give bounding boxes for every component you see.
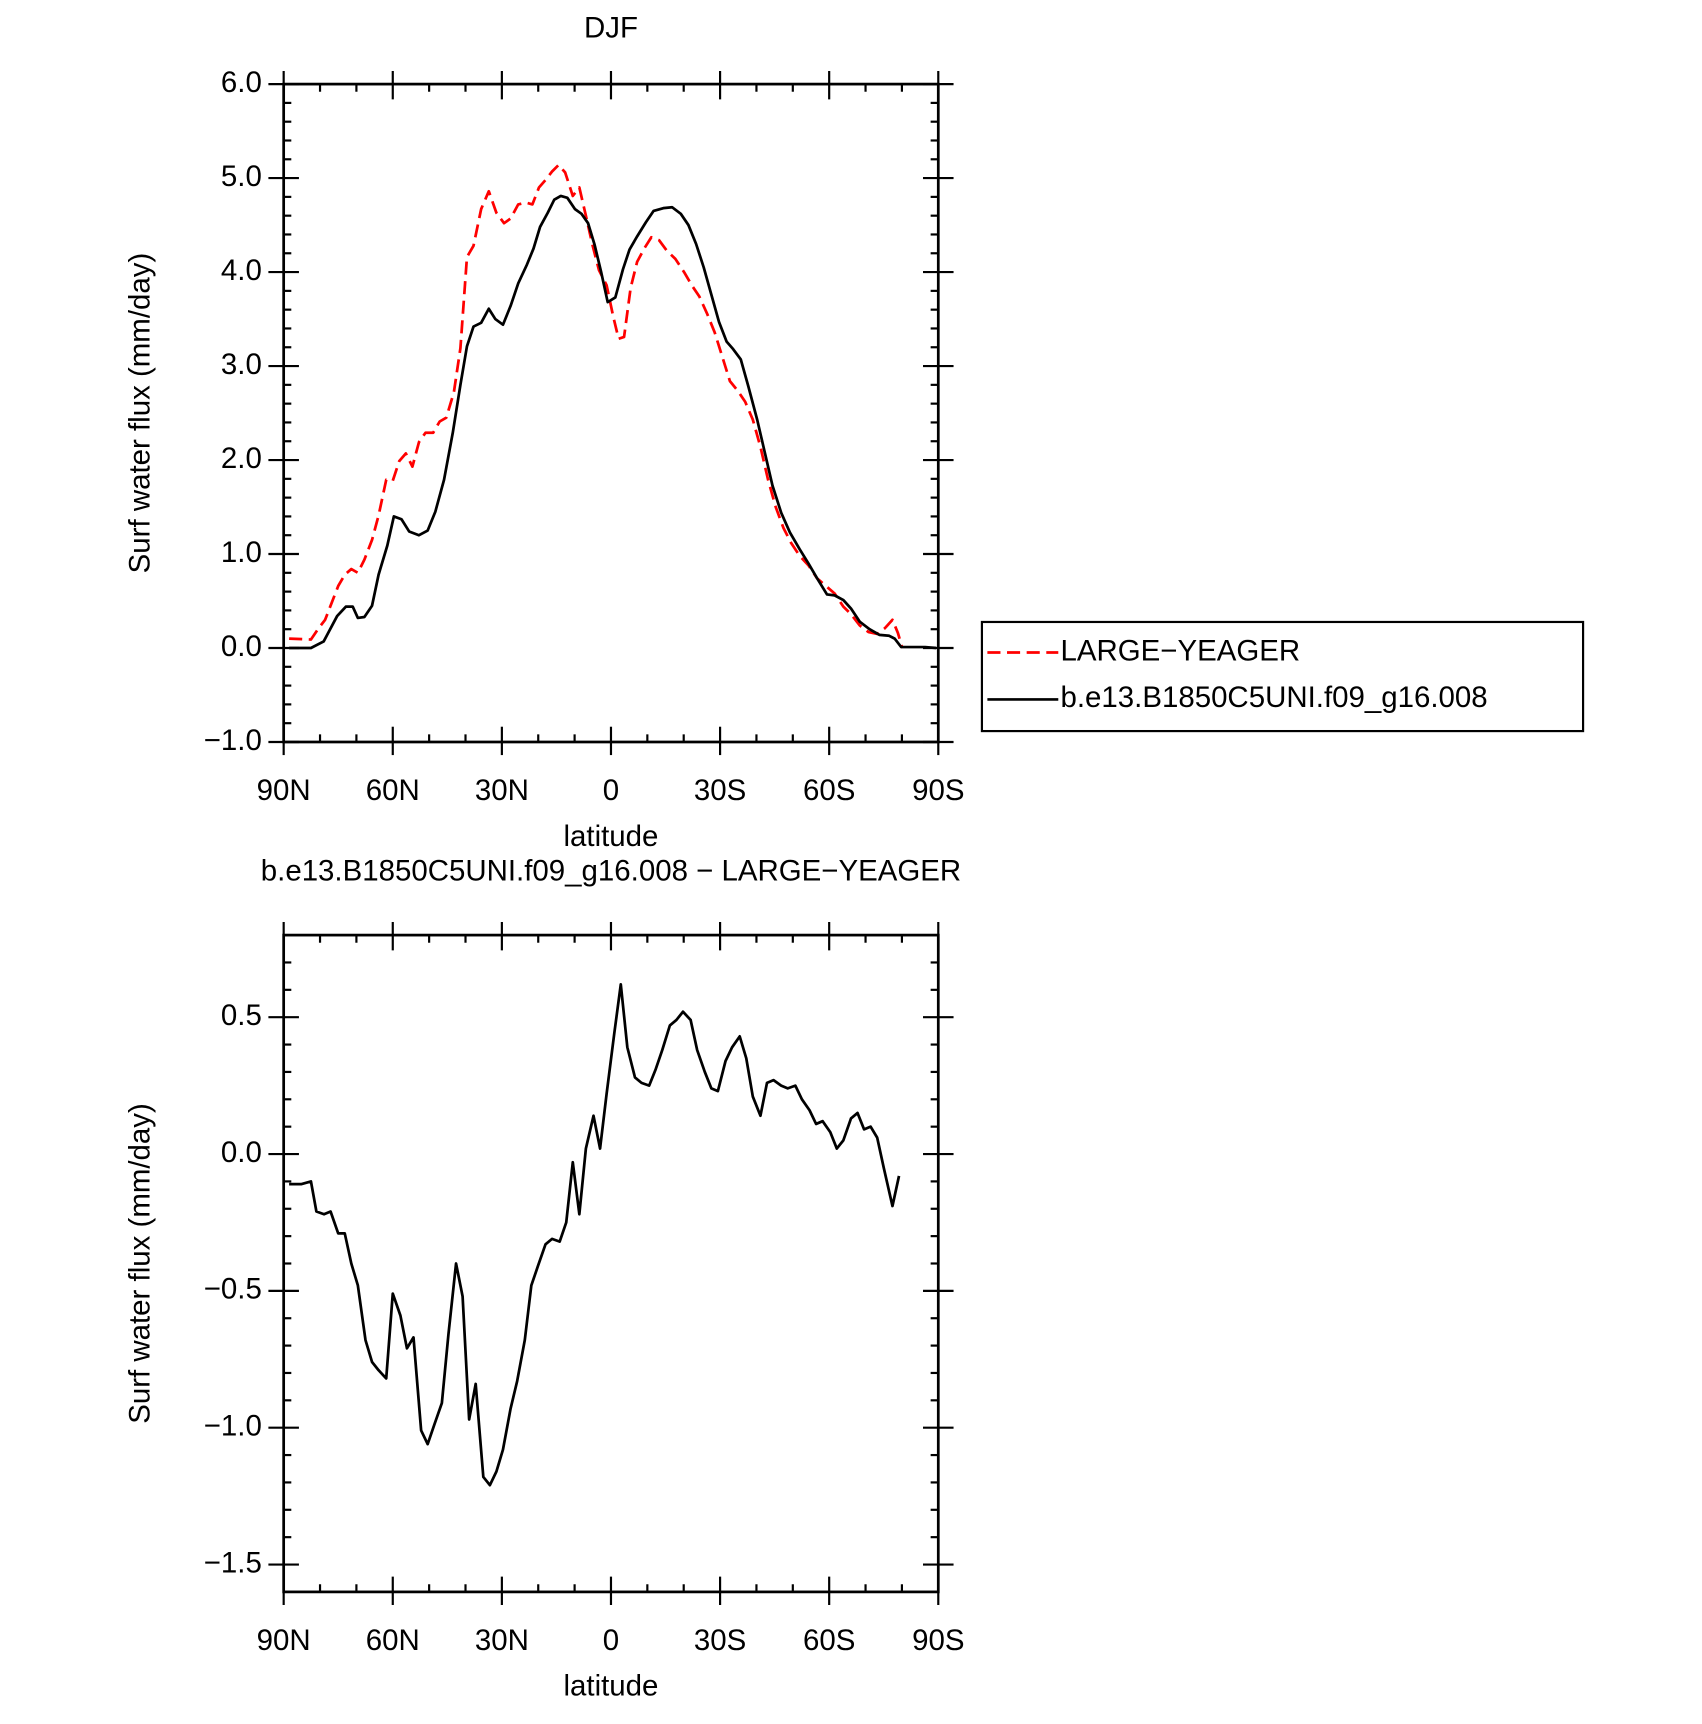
data-line: [289, 982, 901, 1487]
x-tick-label: 30N: [475, 774, 529, 807]
x-tick-label: 60S: [803, 1624, 855, 1657]
y-tick-label: 4.0: [221, 254, 262, 287]
y-tick-label: −1.0: [204, 724, 262, 757]
x-tick-label: 60N: [366, 1624, 420, 1657]
x-tick-label: 90N: [257, 774, 311, 807]
x-axis-label: latitude: [564, 1670, 659, 1703]
legend-label: b.e13.B1850C5UNI.f09_g16.008: [1060, 681, 1487, 714]
x-tick-label: 30N: [475, 1624, 529, 1657]
x-tick-label: 60S: [803, 774, 855, 807]
chart-title: b.e13.B1850C5UNI.f09_g16.008 − LARGE−YEA…: [261, 855, 961, 888]
plot-frame: [282, 933, 940, 1594]
y-tick-label: 0.0: [221, 1136, 262, 1169]
chart-title: DJF: [584, 11, 638, 44]
y-tick-label: 1.0: [221, 536, 262, 569]
legend-label: LARGE−YEAGER: [1060, 634, 1300, 667]
x-tick-label: 30S: [694, 774, 746, 807]
x-tick-label: 90N: [257, 1624, 311, 1657]
y-tick-label: 3.0: [221, 348, 262, 381]
x-tick-label: 30S: [694, 1624, 746, 1657]
y-tick-label: −1.5: [204, 1546, 262, 1579]
y-tick-label: 2.0: [221, 442, 262, 475]
legend-box: [980, 620, 1585, 733]
x-axis-label: latitude: [564, 820, 659, 853]
y-tick-label: 6.0: [221, 66, 262, 99]
plot-frame: [282, 82, 940, 744]
x-tick-label: 60N: [366, 774, 420, 807]
x-tick-label: 0: [603, 774, 619, 807]
y-tick-label: 0.5: [221, 999, 262, 1032]
x-tick-label: 90S: [912, 1624, 964, 1657]
y-tick-label: −1.0: [204, 1409, 262, 1442]
y-axis-label: Surf water flux (mm/day): [124, 253, 157, 574]
x-tick-label: 0: [603, 1624, 619, 1657]
data-line: [289, 163, 904, 649]
y-axis-label: Surf water flux (mm/day): [124, 1103, 157, 1424]
y-tick-label: −0.5: [204, 1273, 262, 1306]
y-tick-label: 5.0: [221, 160, 262, 193]
data-line: [289, 194, 937, 650]
x-tick-label: 90S: [912, 774, 964, 807]
y-tick-label: 0.0: [221, 630, 262, 663]
